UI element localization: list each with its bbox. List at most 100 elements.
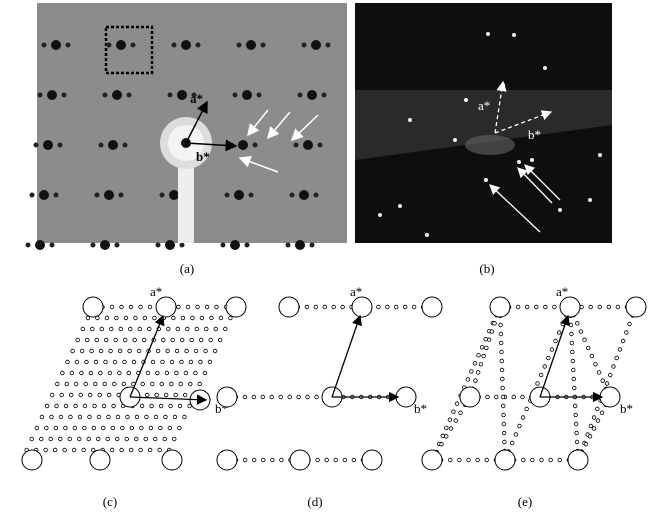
lattice-dot [219,316,223,320]
lattice-dot [133,338,137,342]
lattice-dot [573,404,577,408]
lattice-dot [589,305,593,309]
spot [112,90,122,100]
lattice-dot [516,305,520,309]
lattice-dot [50,393,54,397]
spot [177,90,187,100]
lattice-dot [159,426,163,430]
lattice-dot [153,316,157,320]
lattice-dot [500,368,504,372]
lattice-dot [531,458,535,462]
spot [233,93,238,98]
lattice-dot [115,316,119,320]
lattice-dot [143,316,147,320]
spot [242,90,252,100]
lattice-dot [213,349,217,353]
lattice-dot [118,371,122,375]
lattice-dot [608,373,612,377]
lattice-dot [525,305,529,309]
lattice-dot [181,316,185,320]
lattice-dot [183,393,187,397]
lattice-dot [83,404,87,408]
lattice-dot [203,371,207,375]
spot [58,143,63,148]
spot [91,243,96,248]
lattice-dot [54,426,58,430]
spot [484,178,488,182]
lattice-dot [177,305,181,309]
spot [425,233,429,237]
lattice-dot [64,426,68,430]
lattice-dot [452,410,456,414]
lattice-dot [179,382,183,386]
lattice-dot [607,305,611,309]
lattice-circle [162,450,182,470]
panel-label: (a) [180,261,194,276]
lattice-dot [119,327,123,331]
lattice-dot [180,360,184,364]
lattice-dot [588,435,592,439]
lattice-dot [480,345,484,349]
lattice-dot [403,305,407,309]
lattice-dot [209,338,213,342]
lattice-dot [142,338,146,342]
lattice-dot [110,305,114,309]
spot [588,198,592,202]
figure: a*b* a*b* a*b* a*b* a*b* (a) (b) (c) (d)… [0,0,650,515]
spot [62,93,67,98]
lattice-dot [95,338,99,342]
lattice-dot [147,327,151,331]
lattice-dot [598,305,602,309]
lattice-dot [180,338,184,342]
lattice-dot [159,404,163,408]
spot [408,118,412,122]
lattice-dot [386,305,390,309]
lattice-dot [139,305,143,309]
lattice-dot [200,316,204,320]
lattice-dot [521,395,525,399]
lattice-dot [140,404,144,408]
spot [378,213,382,217]
lattice-dot [183,415,187,419]
lattice-dot [120,305,124,309]
diffraction-image-b: a*b* [355,3,612,243]
lattice-dot [49,437,53,441]
lattice-dot [334,458,338,462]
lattice-dot [128,327,132,331]
lattice-dot [71,349,75,353]
lattice-dot [156,371,160,375]
lattice-dot [66,360,70,364]
spot [261,43,266,48]
lattice-dot [261,458,265,462]
lattice-dot [499,323,503,327]
lattice-dot [572,377,576,381]
lattice-dot [149,426,153,430]
lattice-arrow [130,316,163,397]
lattice-dot [243,458,247,462]
lattice-dot [163,437,167,441]
spot [169,190,179,200]
spot [180,243,185,248]
spot [246,40,256,50]
lattice-dot [45,404,49,408]
lattice-dot [499,341,503,345]
lattice-dot [441,434,445,438]
lattice-dot [534,305,538,309]
lattice-dot [583,338,587,342]
lattice-dot [612,365,616,369]
spot [464,98,468,102]
lattice-dot [78,415,82,419]
lattice-dot [45,426,49,430]
lattice-dot [487,338,491,342]
lattice-dot [553,305,557,309]
lattice-dot [100,327,104,331]
spot [156,243,161,248]
lattice-dot [252,458,256,462]
lattice-dot [151,360,155,364]
lattice-dot [97,415,101,419]
lattice-dot [174,393,178,397]
lattice-dot [306,395,310,399]
lattice-dot [50,415,54,419]
lattice-dot [476,371,480,375]
lattice-dot [82,448,86,452]
